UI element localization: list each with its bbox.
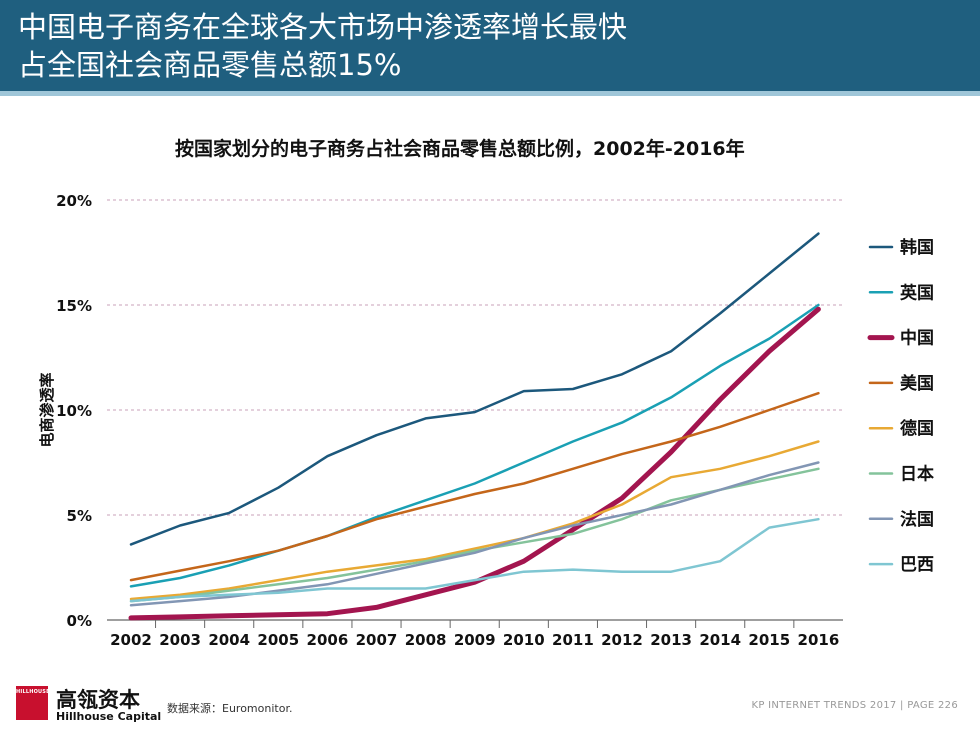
x-tick-label: 2005: [257, 631, 299, 649]
series-line: [129, 467, 820, 603]
legend-label: 法国: [900, 509, 934, 530]
series-line: [128, 306, 821, 621]
series-line: [129, 440, 820, 601]
brand-name-cn: 高瓴资本: [56, 688, 140, 712]
legend-label: 巴西: [900, 555, 934, 575]
series-line: [129, 303, 820, 588]
y-tick-label: 20%: [56, 192, 92, 210]
y-tick-label: 5%: [67, 507, 92, 525]
series-line: [129, 517, 820, 603]
x-tick-label: 2011: [552, 631, 594, 649]
page-title-line1: 中国电子商务在全球各大市场中渗透率增长最快: [18, 10, 628, 44]
legend-label: 中国: [900, 328, 934, 349]
y-tick-label: 0%: [67, 612, 92, 630]
page-footer-label: KP INTERNET TRENDS 2017 | PAGE 226: [751, 700, 958, 711]
x-tick-label: 2015: [748, 631, 790, 649]
source-note: 数据来源：Euromonitor.: [167, 702, 293, 715]
chart-title: 按国家划分的电子商务占社会商品零售总额比例，2002年-2016年: [175, 138, 745, 160]
x-tick-label: 2003: [159, 631, 201, 649]
legend-label: 韩国: [900, 237, 934, 258]
x-tick-label: 2008: [405, 631, 447, 649]
x-tick-label: 2004: [208, 631, 250, 649]
legend-label: 英国: [900, 282, 934, 303]
header-bar: [0, 0, 980, 91]
series-line: [129, 391, 820, 582]
x-tick-label: 2010: [503, 631, 545, 649]
x-tick-label: 2009: [454, 631, 496, 649]
brand-name-en: Hillhouse Capital: [56, 710, 162, 723]
x-tick-label: 2013: [650, 631, 692, 649]
page-title-line2: 占全国社会商品零售总额15%: [18, 48, 402, 82]
x-tick-label: 2007: [356, 631, 398, 649]
legend-label: 日本: [900, 464, 934, 485]
series-line: [129, 232, 820, 546]
header-stripe: [0, 91, 980, 96]
logo-box-text: HILLHOUSE: [16, 689, 50, 695]
hillhouse-logo-icon: HILLHOUSE: [16, 686, 50, 720]
y-axis-label: 电商渗透率: [38, 372, 56, 447]
x-tick-label: 2006: [307, 631, 349, 649]
legend-label: 美国: [900, 373, 934, 394]
legend-label: 德国: [900, 418, 934, 439]
x-tick-label: 2002: [110, 631, 152, 649]
y-tick-label: 15%: [56, 297, 92, 315]
x-tick-label: 2014: [699, 631, 741, 649]
x-tick-label: 2012: [601, 631, 643, 649]
y-tick-label: 10%: [56, 402, 92, 420]
x-tick-label: 2016: [798, 631, 840, 649]
